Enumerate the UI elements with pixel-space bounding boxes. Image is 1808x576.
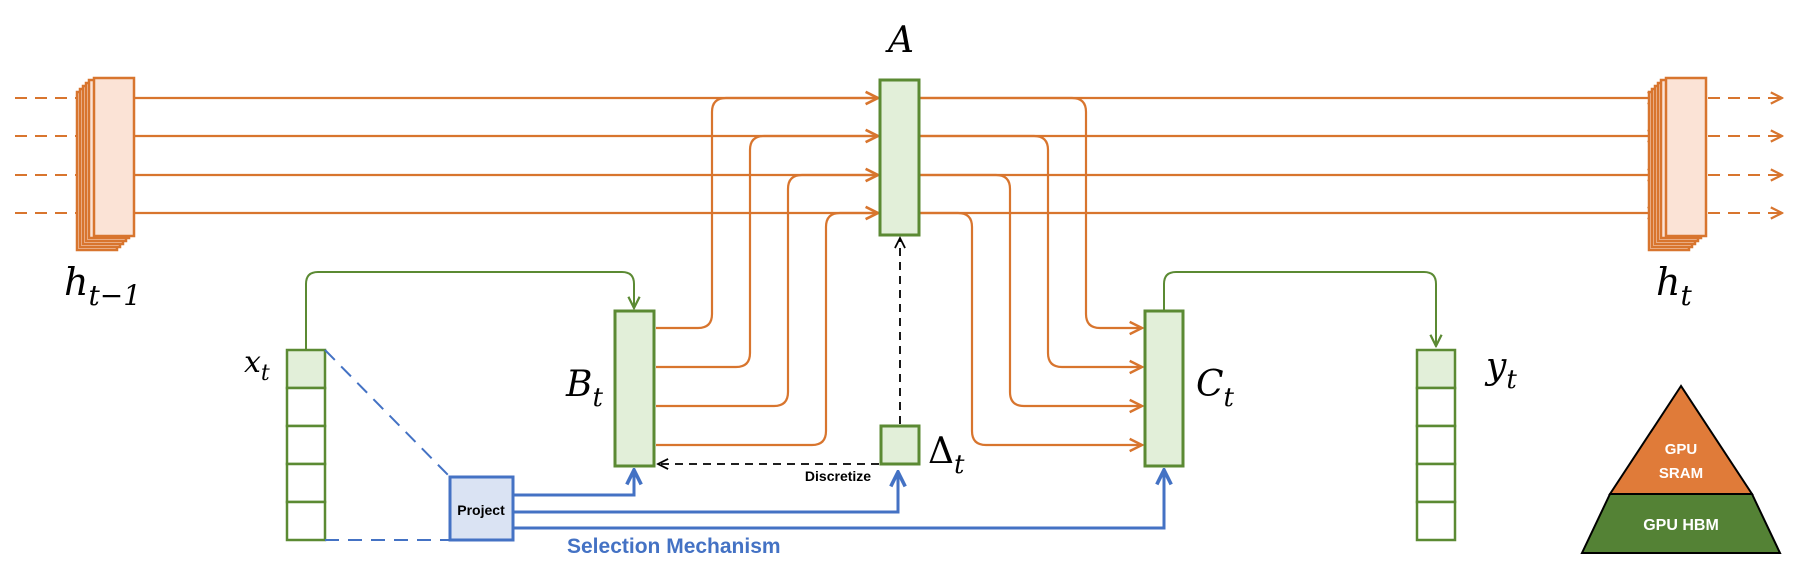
- a-label: A: [885, 20, 914, 61]
- delta-block: [879, 424, 921, 466]
- y-output-column: [1415, 348, 1457, 542]
- projection-lines: [324, 349, 451, 541]
- gpu-hbm-tier: [1580, 493, 1782, 554]
- c-block: [1143, 309, 1185, 468]
- gpu-hbm-label: GPU HBM: [1643, 517, 1719, 534]
- project-label: Project: [457, 502, 505, 518]
- h-next-label: ht: [1656, 260, 1692, 312]
- gpu-sram-label-line1: GPU: [1665, 441, 1698, 458]
- discretize-label: Discretize: [805, 468, 871, 484]
- x-input-column: [285, 348, 327, 542]
- a-to-c-routes: [920, 96, 1142, 445]
- c-to-y-arrow: [1163, 271, 1436, 346]
- b-block: [613, 309, 656, 468]
- right-dashed-arrows: [1708, 98, 1782, 213]
- y-label: yt: [1484, 346, 1517, 395]
- h-prev-state-stack: [75, 76, 136, 252]
- h-next-state-stack: [1647, 76, 1708, 252]
- delta-label: Δt: [928, 431, 965, 480]
- h-prev-label: ht−1: [64, 260, 141, 312]
- selection-mechanism-label: Selection Mechanism: [567, 535, 781, 558]
- selection-arrows: [513, 470, 1164, 530]
- x-to-b-arrow: [305, 271, 634, 350]
- gpu-memory-pyramid: GPU SRAM GPU HBM: [1580, 384, 1782, 554]
- x-label: xt: [244, 345, 270, 386]
- b-label: Bt: [565, 364, 603, 413]
- project-box: [448, 475, 515, 542]
- state-lines: [134, 98, 1660, 213]
- gpu-sram-label-line2: SRAM: [1659, 465, 1703, 482]
- c-label: Ct: [1196, 364, 1235, 413]
- a-matrix-block: [878, 78, 921, 237]
- b-to-a-routes: [656, 98, 878, 447]
